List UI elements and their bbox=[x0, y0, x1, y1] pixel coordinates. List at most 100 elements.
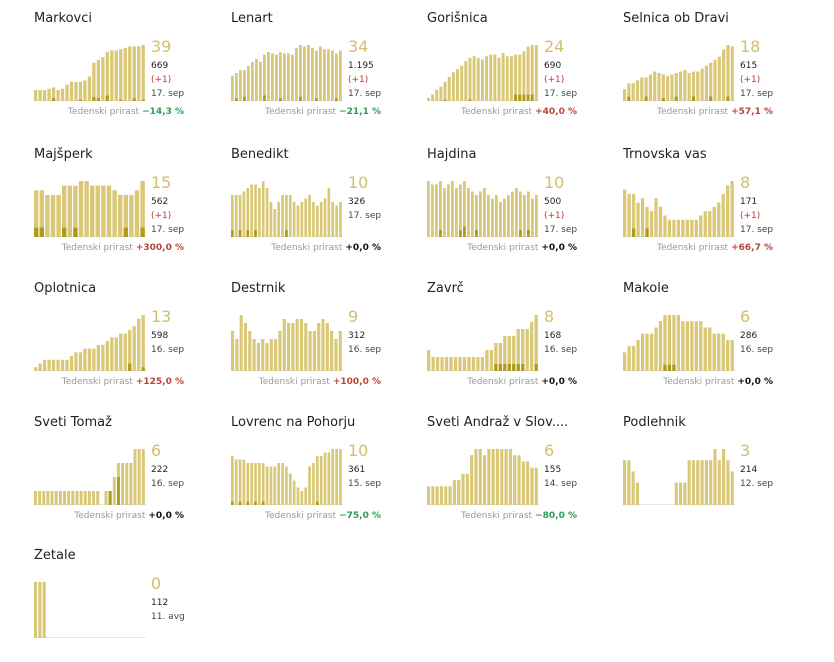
bar bbox=[508, 449, 512, 505]
bar-highlight bbox=[231, 501, 234, 505]
bar bbox=[535, 195, 538, 237]
bar bbox=[254, 184, 257, 237]
bar bbox=[468, 57, 472, 101]
daily-delta: (+1) bbox=[151, 211, 172, 221]
bar-chart bbox=[623, 181, 735, 237]
bar bbox=[92, 348, 96, 371]
bar bbox=[42, 90, 47, 101]
bar bbox=[291, 54, 294, 101]
bar bbox=[503, 198, 506, 237]
chart-panel: Destrnik 9 312 16. sep Tedenski prirast +100,… bbox=[197, 270, 387, 395]
bar-highlight bbox=[235, 98, 238, 101]
bar bbox=[269, 339, 273, 371]
bar bbox=[435, 184, 438, 237]
weekly-growth: Tedenski prirast −75,0 % bbox=[265, 511, 381, 521]
bar bbox=[282, 319, 286, 371]
bar bbox=[676, 219, 681, 237]
bar bbox=[325, 323, 329, 371]
bar bbox=[67, 185, 72, 237]
bar bbox=[275, 54, 278, 101]
bar bbox=[319, 202, 323, 237]
bar bbox=[331, 202, 335, 237]
current-value: 6 bbox=[544, 441, 555, 460]
bar bbox=[231, 331, 235, 371]
bar bbox=[137, 318, 141, 371]
bar bbox=[123, 333, 127, 371]
bar bbox=[34, 491, 37, 505]
bar-highlight bbox=[254, 230, 257, 237]
bar bbox=[248, 331, 252, 371]
bar bbox=[299, 45, 302, 101]
bar bbox=[431, 486, 435, 505]
bar bbox=[231, 75, 234, 101]
bar-highlight bbox=[335, 98, 338, 101]
bar bbox=[273, 209, 277, 237]
bar bbox=[273, 466, 277, 505]
panel-title: Gorišnica bbox=[427, 11, 488, 26]
bar-highlight bbox=[512, 364, 516, 371]
chart-panel: Benedikt 10 326 17. sep Tedenski prirast +0,0… bbox=[197, 136, 387, 261]
weekly-growth-value: −80,0 % bbox=[535, 511, 577, 521]
bar-highlight bbox=[108, 491, 112, 505]
bar bbox=[75, 491, 79, 505]
bar bbox=[281, 463, 284, 505]
bar bbox=[292, 202, 296, 237]
bar-highlight bbox=[726, 96, 730, 101]
bar bbox=[315, 205, 319, 237]
bar bbox=[427, 350, 431, 371]
bar bbox=[672, 315, 676, 371]
bar bbox=[471, 357, 476, 371]
bar bbox=[261, 339, 265, 371]
bar bbox=[712, 333, 716, 371]
bar bbox=[627, 460, 631, 505]
panel-title: Sveti Andraž v Slov.... bbox=[427, 415, 569, 430]
bar bbox=[623, 352, 627, 371]
bar bbox=[39, 190, 44, 237]
bar bbox=[246, 188, 250, 237]
bar-highlight bbox=[141, 367, 145, 371]
bar bbox=[312, 463, 315, 505]
bar bbox=[339, 50, 342, 101]
bar bbox=[444, 357, 449, 371]
weekly-growth-value: +100,0 % bbox=[332, 377, 381, 387]
bar bbox=[623, 189, 627, 237]
bar bbox=[243, 70, 246, 101]
bar-highlight bbox=[661, 98, 665, 101]
bar bbox=[42, 582, 46, 638]
bar bbox=[679, 482, 683, 505]
bar bbox=[304, 487, 308, 505]
bar bbox=[467, 188, 470, 237]
chart-panel: Lovrenc na Pohorju 10 361 15. sep Tedenski p… bbox=[197, 404, 387, 529]
bar bbox=[101, 57, 105, 101]
bar bbox=[435, 357, 440, 371]
bar bbox=[696, 71, 700, 101]
weekly-growth: Tedenski prirast −14,3 % bbox=[68, 107, 184, 117]
bar bbox=[239, 70, 242, 101]
bar bbox=[327, 188, 331, 237]
bar-chart bbox=[231, 315, 343, 371]
bar-highlight bbox=[526, 94, 530, 101]
bar bbox=[623, 89, 627, 101]
bar bbox=[501, 53, 505, 101]
bar bbox=[74, 81, 78, 101]
bar bbox=[308, 195, 311, 237]
bar bbox=[141, 449, 145, 505]
bar-highlight bbox=[299, 96, 302, 101]
bar-highlight bbox=[62, 227, 67, 237]
bar bbox=[509, 56, 513, 101]
bar bbox=[299, 319, 304, 371]
bar bbox=[694, 321, 698, 371]
bar-highlight bbox=[261, 501, 265, 505]
bar-chart bbox=[623, 449, 735, 505]
bar bbox=[132, 326, 136, 371]
bar bbox=[261, 181, 265, 237]
panel-title: Podlehnik bbox=[623, 415, 686, 430]
bar-highlight bbox=[709, 96, 713, 101]
bar-highlight bbox=[246, 501, 250, 505]
bar bbox=[285, 195, 288, 237]
bar-chart bbox=[427, 449, 539, 505]
panel-title: Oplotnica bbox=[34, 281, 97, 296]
bar bbox=[708, 327, 712, 371]
bar bbox=[110, 50, 114, 101]
panel-title: Žetale bbox=[34, 548, 76, 563]
